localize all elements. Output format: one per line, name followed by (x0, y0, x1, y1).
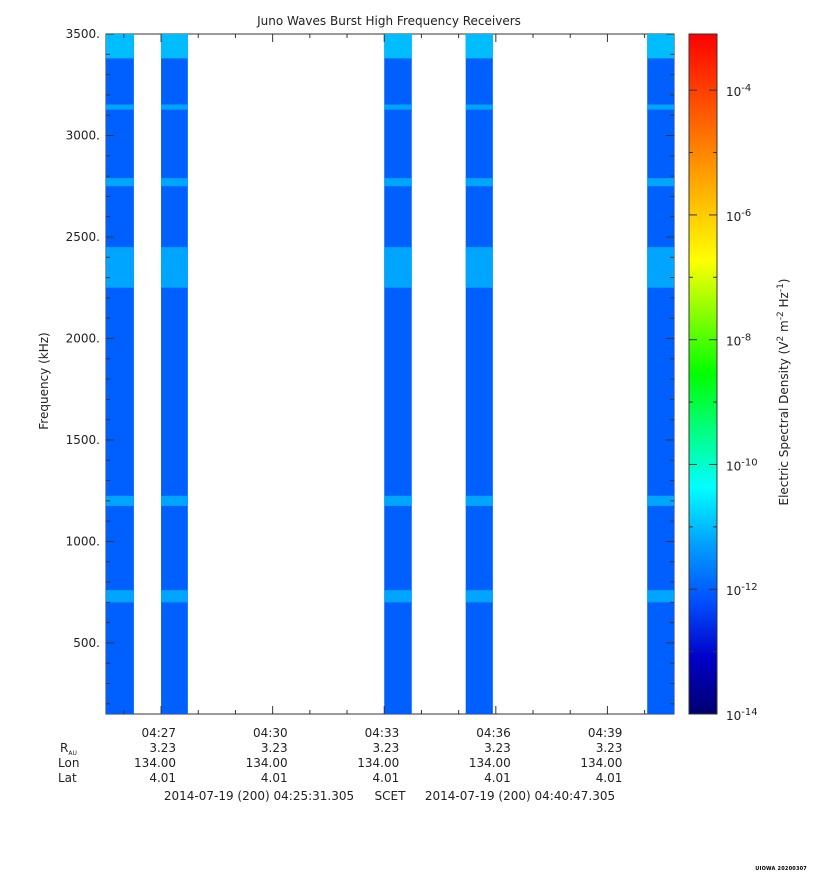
burst-bright-band (384, 247, 412, 288)
chart-title: Juno Waves Burst High Frequency Receiver… (256, 14, 521, 28)
lon-value: 134.00 (357, 756, 399, 770)
x-axis: 04:273.23134.004.0104:303.23134.004.0104… (123, 34, 646, 785)
lon-value: 134.00 (246, 756, 288, 770)
y-tick-label: 1000. (66, 534, 100, 548)
burst-columns (106, 34, 674, 714)
y-axis-label: Frequency (kHz) (37, 332, 51, 429)
burst-top-band (647, 34, 674, 59)
colorbar-tick-label: 10-6 (726, 208, 751, 224)
time-start: 2014-07-19 (200) 04:25:31.305 (164, 789, 354, 803)
burst-bright-band (161, 590, 188, 603)
burst-top-band (106, 34, 134, 59)
rau-value: 3.23 (261, 741, 288, 755)
x-tick-label: 04:33 (365, 726, 400, 740)
y-tick-label: 1500. (66, 433, 100, 447)
rau-value: 3.23 (484, 741, 511, 755)
lon-value: 134.00 (134, 756, 176, 770)
burst-bright-band (384, 590, 412, 603)
burst-bright-band (647, 104, 674, 110)
lon-value: 134.00 (580, 756, 622, 770)
lat-value: 4.01 (261, 771, 288, 785)
colorbar-tick-label: 10-14 (726, 707, 758, 723)
plot-area: 500. 1000. 1500. 2000. 2500. 3000. 3500. 04:27… (66, 27, 675, 785)
lat-value: 4.01 (484, 771, 511, 785)
burst-bright-band (106, 104, 134, 110)
rau-row-label: RAU (60, 741, 77, 757)
y-tick-label: 2000. (66, 331, 100, 345)
colorbar-tick-label: 10-4 (726, 83, 751, 99)
x-tick-label: 04:39 (588, 726, 623, 740)
burst-noise (384, 34, 412, 714)
burst-bright-band (106, 495, 134, 506)
x-tick-label: 04:30 (253, 726, 288, 740)
burst-column-5 (647, 34, 674, 714)
burst-bright-band (647, 590, 674, 603)
burst-bright-band (465, 590, 493, 603)
burst-bright-band (106, 178, 134, 187)
x-tick-label: 04:27 (141, 726, 176, 740)
burst-top-band (161, 34, 188, 59)
burst-bright-band (647, 495, 674, 506)
burst-bright-band (161, 495, 188, 506)
burst-bright-band (384, 178, 412, 187)
colorbar-tick-label: 10-10 (726, 457, 758, 473)
footer-stamp: UIOWA 20200307 (755, 866, 807, 872)
burst-noise (161, 34, 188, 714)
burst-noise (106, 34, 134, 714)
colorbar-gradient (688, 33, 718, 715)
colorbar-tick-label: 10-8 (726, 333, 751, 349)
time-scale: SCET (375, 789, 407, 803)
burst-column-1 (106, 34, 134, 714)
burst-bright-band (161, 104, 188, 110)
y-tick-label: 2500. (66, 230, 100, 244)
y-tick-label: 3500. (66, 27, 100, 41)
y-axis: 500. 1000. 1500. 2000. 2500. 3000. 3500. (66, 27, 674, 705)
rau-value: 3.23 (596, 741, 623, 755)
colorbar-tick-label: 10-12 (726, 582, 758, 598)
burst-top-band (465, 34, 493, 59)
burst-bright-band (106, 247, 134, 288)
y-tick-label: 3000. (66, 128, 100, 142)
time-end: 2014-07-19 (200) 04:40:47.305 (425, 789, 615, 803)
burst-bright-band (465, 178, 493, 187)
lat-row-label: Lat (58, 771, 77, 785)
burst-bright-band (161, 178, 188, 187)
burst-bright-band (647, 247, 674, 288)
time-range-line: 2014-07-19 (200) 04:25:31.305 SCET 2014-… (164, 789, 615, 803)
ephemeris-rows: RAU Lon Lat (58, 741, 79, 785)
lon-value: 134.00 (469, 756, 511, 770)
lon-row-label: Lon (58, 756, 79, 770)
burst-top-band (384, 34, 412, 59)
lat-value: 4.01 (596, 771, 623, 785)
colorbar-ticks: 10-4 10-6 10-8 10-10 10-12 10-14 (689, 83, 758, 723)
rau-value: 3.23 (373, 741, 400, 755)
x-tick-label: 04:36 (476, 726, 511, 740)
burst-column-3 (384, 34, 412, 714)
rau-value: 3.23 (149, 741, 176, 755)
lat-value: 4.01 (149, 771, 176, 785)
burst-noise (647, 34, 674, 714)
burst-bright-band (106, 590, 134, 603)
burst-bright-band (384, 104, 412, 110)
burst-noise (466, 34, 493, 714)
burst-column-2 (161, 34, 188, 714)
burst-column-4 (465, 34, 493, 714)
lat-value: 4.01 (373, 771, 400, 785)
colorbar-label: Electric Spectral Density (V2 m-2 Hz-1) (776, 278, 791, 505)
burst-bright-band (465, 104, 493, 110)
burst-bright-band (647, 178, 674, 187)
y-tick-label: 500. (73, 636, 100, 650)
burst-bright-band (465, 495, 493, 506)
burst-bright-band (384, 495, 412, 506)
burst-bright-band (161, 247, 188, 288)
colorbar: 10-4 10-6 10-8 10-10 10-12 10-14 Electric Spe… (688, 33, 791, 723)
burst-bright-band (465, 247, 493, 288)
